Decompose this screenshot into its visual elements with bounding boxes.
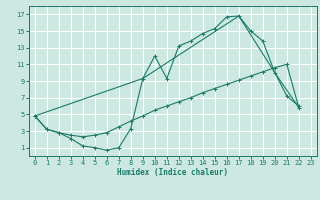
- X-axis label: Humidex (Indice chaleur): Humidex (Indice chaleur): [117, 168, 228, 177]
